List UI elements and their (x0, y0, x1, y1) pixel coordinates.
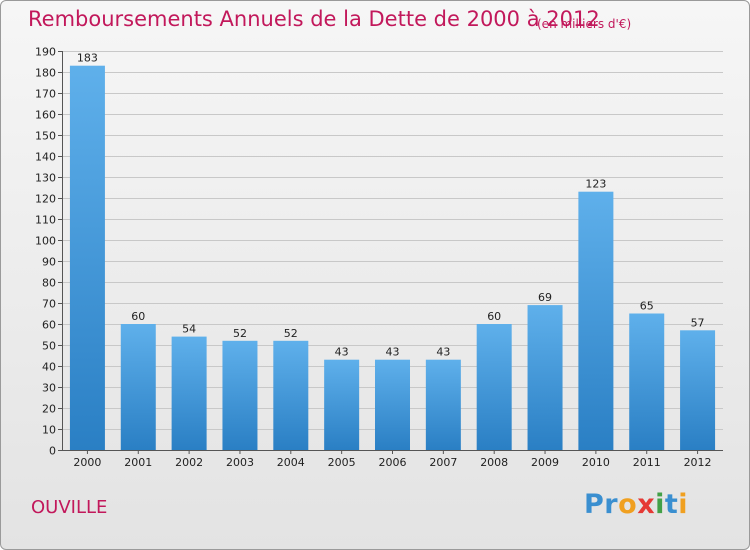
value-label: 183 (77, 52, 98, 65)
logo-letter: t (664, 489, 679, 520)
logo-letter: o (618, 489, 638, 520)
x-tick-label: 2002 (175, 456, 203, 469)
y-tick-label: 70 (42, 298, 56, 311)
y-tick-label: 0 (49, 445, 56, 458)
bar (375, 359, 410, 450)
x-tick-label: 2004 (277, 456, 305, 469)
y-tick-label: 90 (42, 256, 56, 269)
value-label: 65 (640, 300, 654, 313)
logo-letter: x (637, 489, 656, 520)
bar (222, 340, 258, 450)
y-tick-label: 20 (42, 403, 56, 416)
axes (58, 51, 723, 454)
value-label: 52 (233, 327, 247, 340)
bar (69, 65, 105, 450)
x-tick-label: 2011 (633, 456, 661, 469)
logo-letter: r (604, 489, 619, 520)
y-tick-label: 110 (35, 214, 56, 227)
bar (629, 313, 665, 450)
logo-letter: i (678, 489, 689, 520)
labels: 0 10 20 30 40 50 60 70 80 90 100 110 120 130 140 150 160… (35, 46, 712, 470)
value-label: 54 (182, 323, 196, 336)
value-label: 123 (585, 178, 606, 191)
value-label: 60 (487, 310, 501, 323)
y-tick-label: 60 (42, 319, 56, 332)
value-label: 69 (538, 291, 552, 304)
proxiti-logo: Proxiti (584, 489, 688, 520)
y-tick-label: 130 (35, 172, 56, 185)
logo-letter: i (655, 489, 665, 520)
bars (69, 65, 716, 450)
x-tick-label: 2009 (531, 456, 559, 469)
bar (324, 359, 360, 450)
y-tick-label: 50 (42, 340, 56, 353)
y-tick-label: 160 (35, 109, 56, 122)
y-tick-label: 180 (35, 67, 56, 80)
commune-name: OUVILLE (31, 497, 108, 518)
y-tick-label: 80 (42, 277, 56, 290)
y-tick-label: 10 (42, 424, 56, 437)
bar (476, 324, 512, 450)
x-tick-label: 2008 (480, 456, 508, 469)
y-tick-label: 170 (35, 88, 56, 101)
x-tick-label: 2000 (73, 456, 101, 469)
unit-note: (en milliers d'€) (537, 17, 632, 31)
y-tick-label: 40 (42, 361, 56, 374)
bar (120, 324, 156, 450)
bar (273, 340, 309, 450)
value-label: 43 (386, 346, 400, 359)
bar (680, 330, 716, 450)
y-tick-label: 100 (35, 235, 56, 248)
value-label: 43 (335, 346, 349, 359)
x-tick-label: 2006 (379, 456, 407, 469)
x-tick-label: 2001 (124, 456, 152, 469)
x-tick-label: 2007 (429, 456, 457, 469)
y-tick-label: 150 (35, 130, 56, 143)
x-tick-label: 2010 (582, 456, 610, 469)
bar (171, 336, 207, 450)
y-tick-label: 140 (35, 151, 56, 164)
bar (578, 191, 614, 450)
value-label: 52 (284, 327, 298, 340)
x-tick-label: 2005 (328, 456, 356, 469)
x-tick-label: 2012 (684, 456, 712, 469)
y-tick-label: 30 (42, 382, 56, 395)
x-tick-label: 2003 (226, 456, 254, 469)
bar (527, 305, 563, 450)
value-label: 60 (131, 310, 145, 323)
bar (425, 359, 461, 450)
value-label: 43 (436, 346, 450, 359)
chart-title: Remboursements Annuels de la Dette de 20… (28, 7, 600, 31)
logo-letter: P (584, 489, 605, 520)
y-tick-label: 190 (35, 46, 56, 59)
y-tick-label: 120 (35, 193, 56, 206)
value-label: 57 (691, 316, 705, 329)
